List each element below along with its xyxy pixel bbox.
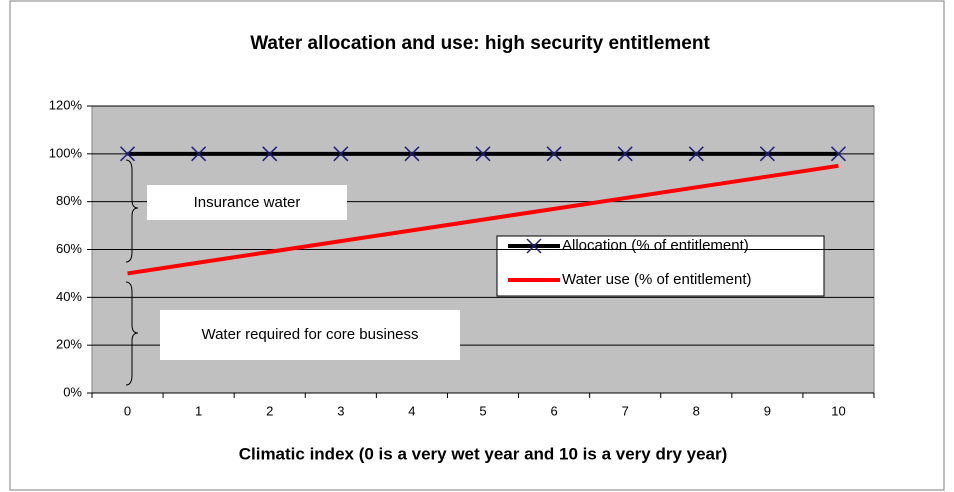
x-tick-label: 0 — [124, 403, 131, 418]
x-tick-label: 1 — [195, 403, 202, 418]
x-tick-label: 4 — [408, 403, 415, 418]
x-tick-label: 10 — [831, 403, 845, 418]
y-tick-label: 0% — [63, 384, 82, 399]
x-tick-label: 8 — [693, 403, 700, 418]
x-axis-label: Climatic index (0 is a very wet year and… — [239, 444, 728, 463]
marker — [830, 146, 846, 162]
legend-label: Water use (% of entitlement) — [562, 271, 752, 288]
y-tick-label: 20% — [56, 337, 82, 352]
x-tick-label: 7 — [622, 403, 629, 418]
legend-marker — [526, 238, 542, 254]
marker — [688, 146, 704, 162]
marker — [262, 146, 278, 162]
annotation: Water required for core business — [160, 310, 460, 360]
marker — [546, 146, 562, 162]
marker — [475, 146, 491, 162]
marker — [120, 146, 136, 162]
x-tick-label: 6 — [550, 403, 557, 418]
y-tick-label: 100% — [49, 145, 83, 160]
x-tick-label: 9 — [764, 403, 771, 418]
chart-title: Water allocation and use: high security … — [250, 33, 710, 54]
x-tick-label: 5 — [479, 403, 486, 418]
marker — [191, 146, 207, 162]
marker — [333, 146, 349, 162]
y-tick-label: 40% — [56, 289, 82, 304]
y-tick-label: 80% — [56, 193, 82, 208]
annotation: Insurance water — [147, 185, 347, 220]
brace — [125, 159, 139, 263]
y-tick-label: 60% — [56, 241, 82, 256]
legend-label: Allocation (% of entitlement) — [562, 237, 749, 254]
x-tick-label: 3 — [337, 403, 344, 418]
marker — [404, 146, 420, 162]
marker — [617, 146, 633, 162]
marker — [759, 146, 775, 162]
y-tick-label: 120% — [49, 97, 83, 112]
x-tick-label: 2 — [266, 403, 273, 418]
chart-frame — [9, 0, 945, 491]
brace — [125, 281, 139, 386]
series-line — [127, 163, 839, 276]
